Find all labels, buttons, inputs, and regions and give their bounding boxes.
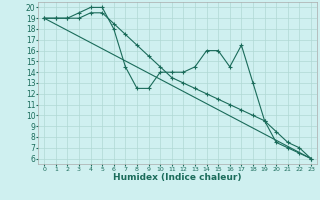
X-axis label: Humidex (Indice chaleur): Humidex (Indice chaleur) xyxy=(113,173,242,182)
